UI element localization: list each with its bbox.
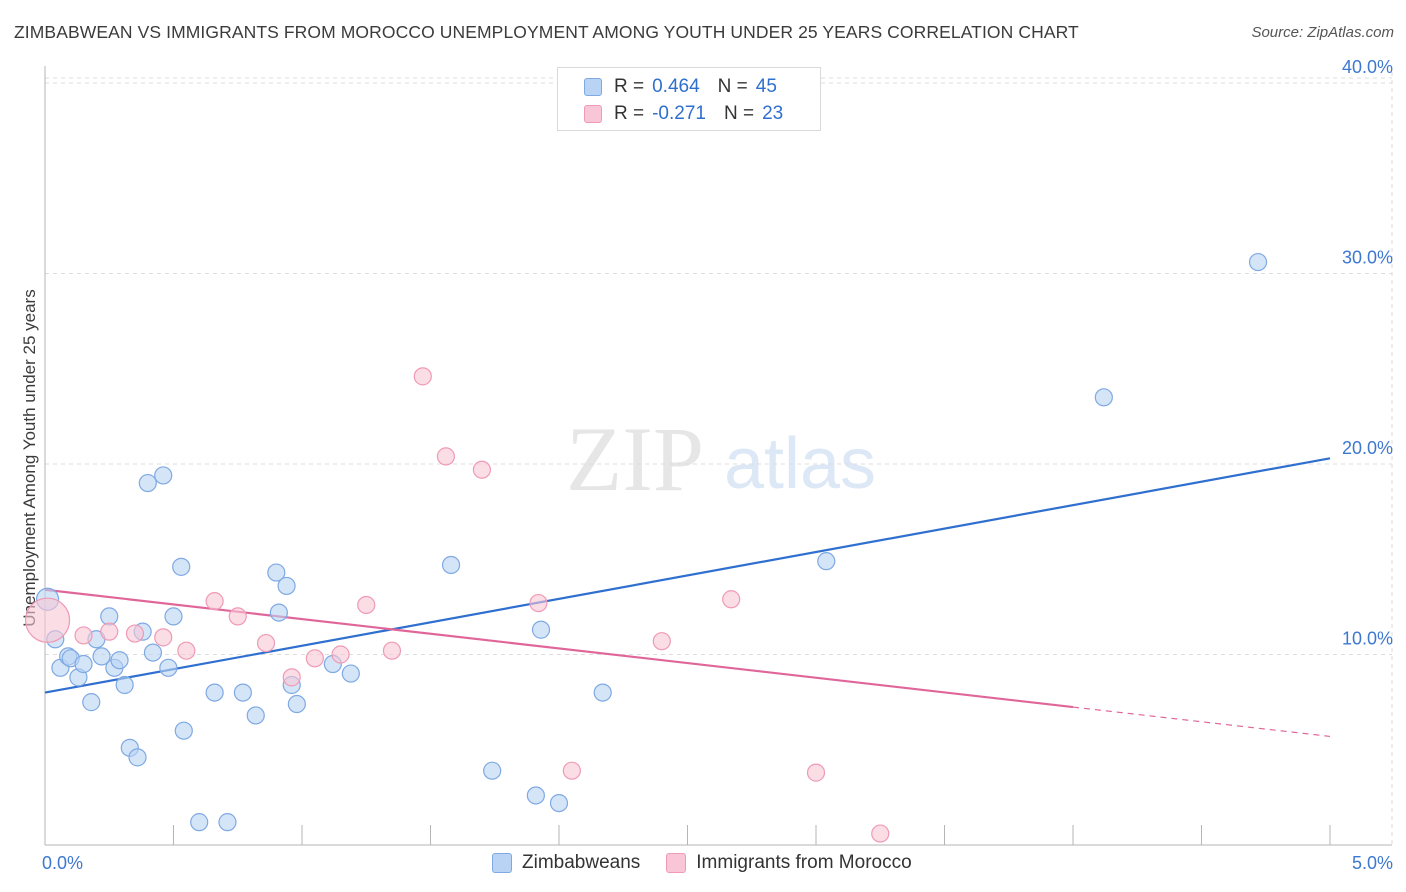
zimbabweans-point <box>233 683 252 702</box>
morocco-point <box>806 763 826 782</box>
zimbabweans-point <box>269 603 288 622</box>
zimbabweans-point <box>74 654 93 674</box>
y-tick-label: 40.0% <box>1342 57 1393 77</box>
zimbabweans-point <box>110 651 129 670</box>
morocco-point <box>562 761 581 780</box>
zimbabweans-point <box>154 466 173 485</box>
morocco-swatch <box>584 105 602 123</box>
zimbabweans-point <box>82 693 101 712</box>
morocco-point <box>472 460 491 479</box>
zimbabweans-point <box>549 793 569 813</box>
morocco-point <box>24 597 71 643</box>
zimbabweans-point <box>100 607 119 626</box>
zimbabweans-point <box>174 721 193 740</box>
zimbabweans-point <box>246 706 265 725</box>
zimbabweans-point <box>164 607 183 626</box>
morocco-legend-swatch <box>666 853 687 873</box>
morocco-point <box>331 645 350 664</box>
zimbabweans-point <box>1248 252 1268 272</box>
morocco-point <box>305 649 324 668</box>
morocco-trendline <box>44 588 1074 709</box>
watermark: ZIP atlas <box>566 408 876 510</box>
zimbabweans-point <box>92 647 111 666</box>
tick-labels: 10.0% 20.0% 30.0% 40.0% 0.0% 5.0% <box>42 57 1393 873</box>
zimbabweans-n-value: 45 <box>755 76 777 97</box>
zimbabweans-point <box>267 563 286 582</box>
morocco-point <box>74 626 93 645</box>
zimbabweans-point <box>341 664 360 683</box>
morocco-point <box>436 447 456 466</box>
legend-item-morocco: Immigrants from Morocco <box>666 852 912 874</box>
zimbabweans-point <box>159 658 178 677</box>
zimbabweans-r-value: 0.464 <box>652 76 700 97</box>
zimbabweans-swatch <box>584 78 602 96</box>
zimbabweans-trendline <box>44 457 1331 694</box>
gridlines <box>45 72 1393 845</box>
morocco-point <box>282 668 301 687</box>
n-label: N = <box>723 103 755 124</box>
axes <box>44 66 1392 846</box>
y-tick-label: 10.0% <box>1342 629 1393 649</box>
source-label: Source: ZipAtlas.com <box>1251 24 1394 41</box>
morocco-point <box>529 593 548 613</box>
morocco-point <box>722 590 741 609</box>
morocco-point <box>413 367 432 386</box>
zimbabweans-point <box>817 552 836 571</box>
zimbabweans-legend-label: Zimbabweans <box>522 852 641 873</box>
zimbabweans-point <box>287 694 306 714</box>
morocco-r-value: -0.271 <box>652 103 706 124</box>
zimbabweans-legend-swatch <box>492 853 512 873</box>
legend-item-zimbabweans: Zimbabweans <box>492 852 640 874</box>
morocco-point <box>154 628 173 647</box>
zimbabweans-point <box>138 473 157 493</box>
zimbabweans-point <box>190 813 209 832</box>
data-points <box>24 252 1268 843</box>
legend-row-zimbabweans: R = 0.464 N = 45 <box>584 75 777 99</box>
zimbabweans-point <box>441 555 461 575</box>
morocco-point <box>357 595 376 615</box>
zimbabweans-point <box>593 683 612 702</box>
n-label: N = <box>717 76 748 97</box>
morocco-point <box>256 633 276 653</box>
correlation-legend: R = 0.464 N = 45 R = -0.271 N = 23 <box>557 67 821 131</box>
x-tick-label: 5.0% <box>1352 853 1393 873</box>
zimbabweans-point <box>128 748 147 767</box>
zimbabweans-point <box>531 620 551 639</box>
zimbabweans-point <box>205 683 224 702</box>
y-tick-label: 20.0% <box>1342 438 1393 458</box>
morocco-legend-label: Immigrants from Morocco <box>696 852 912 873</box>
zimbabweans-point <box>143 643 163 662</box>
x-tick-label: 0.0% <box>42 853 83 873</box>
morocco-point <box>100 622 119 641</box>
watermark-zip: ZIP <box>566 408 704 510</box>
morocco-trendline-extension <box>1072 706 1331 738</box>
morocco-point <box>871 824 890 843</box>
morocco-point <box>205 592 224 611</box>
series-legend: Zimbabweans Immigrants from Morocco <box>492 852 938 874</box>
r-label: R = <box>614 76 645 97</box>
legend-row-morocco: R = -0.271 N = 23 <box>584 102 783 126</box>
zimbabweans-point <box>218 813 237 832</box>
morocco-point <box>382 641 402 660</box>
morocco-point <box>177 641 196 660</box>
zimbabweans-point <box>277 576 296 596</box>
morocco-n-value: 23 <box>762 103 784 124</box>
y-tick-label: 30.0% <box>1342 248 1393 268</box>
r-label: R = <box>614 103 645 124</box>
zimbabweans-point <box>526 786 545 805</box>
morocco-point <box>228 607 247 626</box>
zimbabweans-point <box>1094 388 1113 407</box>
zimbabweans-point <box>172 557 191 576</box>
morocco-point <box>125 624 145 643</box>
morocco-point <box>652 632 671 651</box>
zimbabweans-point <box>483 761 502 780</box>
zimbabweans-point <box>115 675 134 695</box>
chart-title: ZIMBABWEAN VS IMMIGRANTS FROM MOROCCO UN… <box>14 22 1079 42</box>
